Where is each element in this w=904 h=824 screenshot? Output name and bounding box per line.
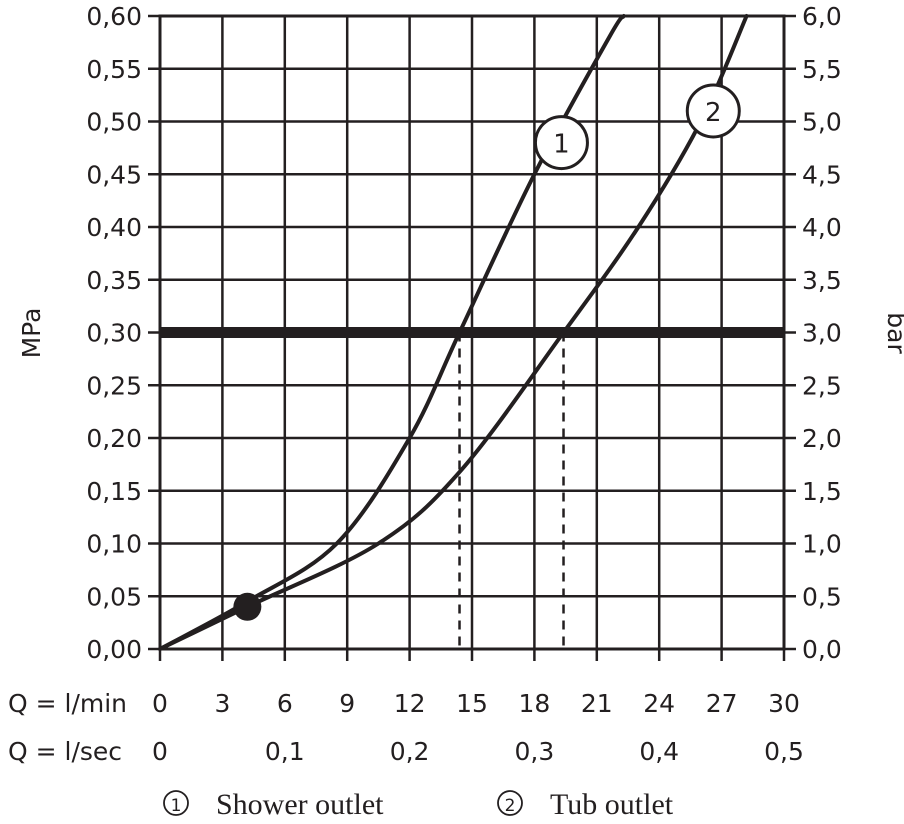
x-tick-label-lmin: 9	[339, 689, 355, 718]
legend-label-tub: Tub outlet	[550, 788, 674, 821]
left-tick-label: 0,00	[86, 635, 142, 664]
x-tick-label-lmin: 30	[768, 689, 800, 718]
x-tick-label-lmin: 21	[581, 689, 613, 718]
x-tick-label-lsec: 0,4	[639, 737, 679, 766]
left-tick-label: 0,25	[86, 371, 142, 400]
left-tick-label: 0,50	[86, 108, 142, 137]
legend-symbol-1: 1	[171, 796, 182, 816]
marker-point	[233, 592, 262, 621]
right-tick-label: 3,0	[802, 319, 842, 348]
series-label-number-1: 1	[553, 130, 570, 160]
left-tick-label: 0,15	[86, 477, 142, 506]
x-tick-label-lsec: 0,5	[764, 737, 804, 766]
right-tick-label: 1,5	[802, 477, 842, 506]
legend-marker-1-icon	[163, 790, 189, 816]
x-tick-label-lmin: 18	[518, 689, 550, 718]
legend-item-tub: 2 Tub outlet	[497, 788, 674, 821]
legend: 1 Shower outlet 2 Tub outlet	[163, 788, 674, 821]
right-tick-label: 4,5	[802, 160, 842, 189]
legend-label-shower: Shower outlet	[216, 788, 384, 821]
right-tick-label: 5,0	[802, 108, 842, 137]
curves: 12	[158, 14, 749, 651]
left-tick-label: 0,45	[86, 160, 142, 189]
reference-layer	[160, 327, 784, 649]
series-label-circle-2	[685, 83, 741, 139]
left-tick-label: 0,30	[86, 319, 142, 348]
x-tick-label-lsec: 0	[152, 737, 168, 766]
x-tick-label-lsec: 0,1	[265, 737, 305, 766]
legend-marker-2-icon	[497, 790, 523, 816]
legend-symbol-2: 2	[505, 796, 516, 816]
right-tick-label: 4,0	[802, 213, 842, 242]
tick-labels: 0,00 0,00,05 0,50,10 1,00,15 1,50,20 2,00,25 2…	[86, 2, 841, 766]
x-axis-lmin-label: Q = l/min	[8, 689, 127, 718]
right-tick-label: 1,0	[802, 530, 842, 559]
legend-item-shower: 1 Shower outlet	[163, 788, 384, 821]
series-label-number-2: 2	[705, 98, 722, 128]
left-tick-label: 0,40	[86, 213, 142, 242]
x-tick-label-lmin: 0	[152, 689, 168, 718]
left-tick-label: 0,35	[86, 266, 142, 295]
left-tick-label: 0,20	[86, 424, 142, 453]
right-tick-label: 0,0	[802, 635, 842, 664]
x-axis-lsec-label: Q = l/sec	[8, 737, 122, 766]
left-axis-title: MPa	[17, 308, 46, 359]
right-tick-label: 6,0	[802, 2, 842, 31]
x-tick-label-lmin: 15	[456, 689, 488, 718]
x-tick-label-lmin: 27	[706, 689, 738, 718]
x-tick-label-lsec: 0,2	[390, 737, 430, 766]
x-tick-label-lmin: 12	[394, 689, 426, 718]
left-tick-label: 0,10	[86, 530, 142, 559]
right-tick-label: 0,5	[802, 582, 842, 611]
right-tick-label: 2,5	[802, 371, 842, 400]
x-tick-label-lmin: 24	[643, 689, 675, 718]
right-axis-title: bar	[882, 312, 904, 354]
series-line-2	[158, 14, 749, 651]
right-tick-label: 2,0	[802, 424, 842, 453]
right-tick-label: 5,5	[802, 55, 842, 84]
left-tick-label: 0,05	[86, 582, 142, 611]
series-label-circle-1	[533, 115, 589, 171]
x-tick-label-lsec: 0,3	[515, 737, 555, 766]
x-tick-label-lmin: 6	[277, 689, 293, 718]
right-tick-label: 3,5	[802, 266, 842, 295]
series-line-1	[158, 14, 626, 651]
x-tick-label-lmin: 3	[214, 689, 230, 718]
left-tick-label: 0,55	[86, 55, 142, 84]
left-tick-label: 0,60	[86, 2, 142, 31]
